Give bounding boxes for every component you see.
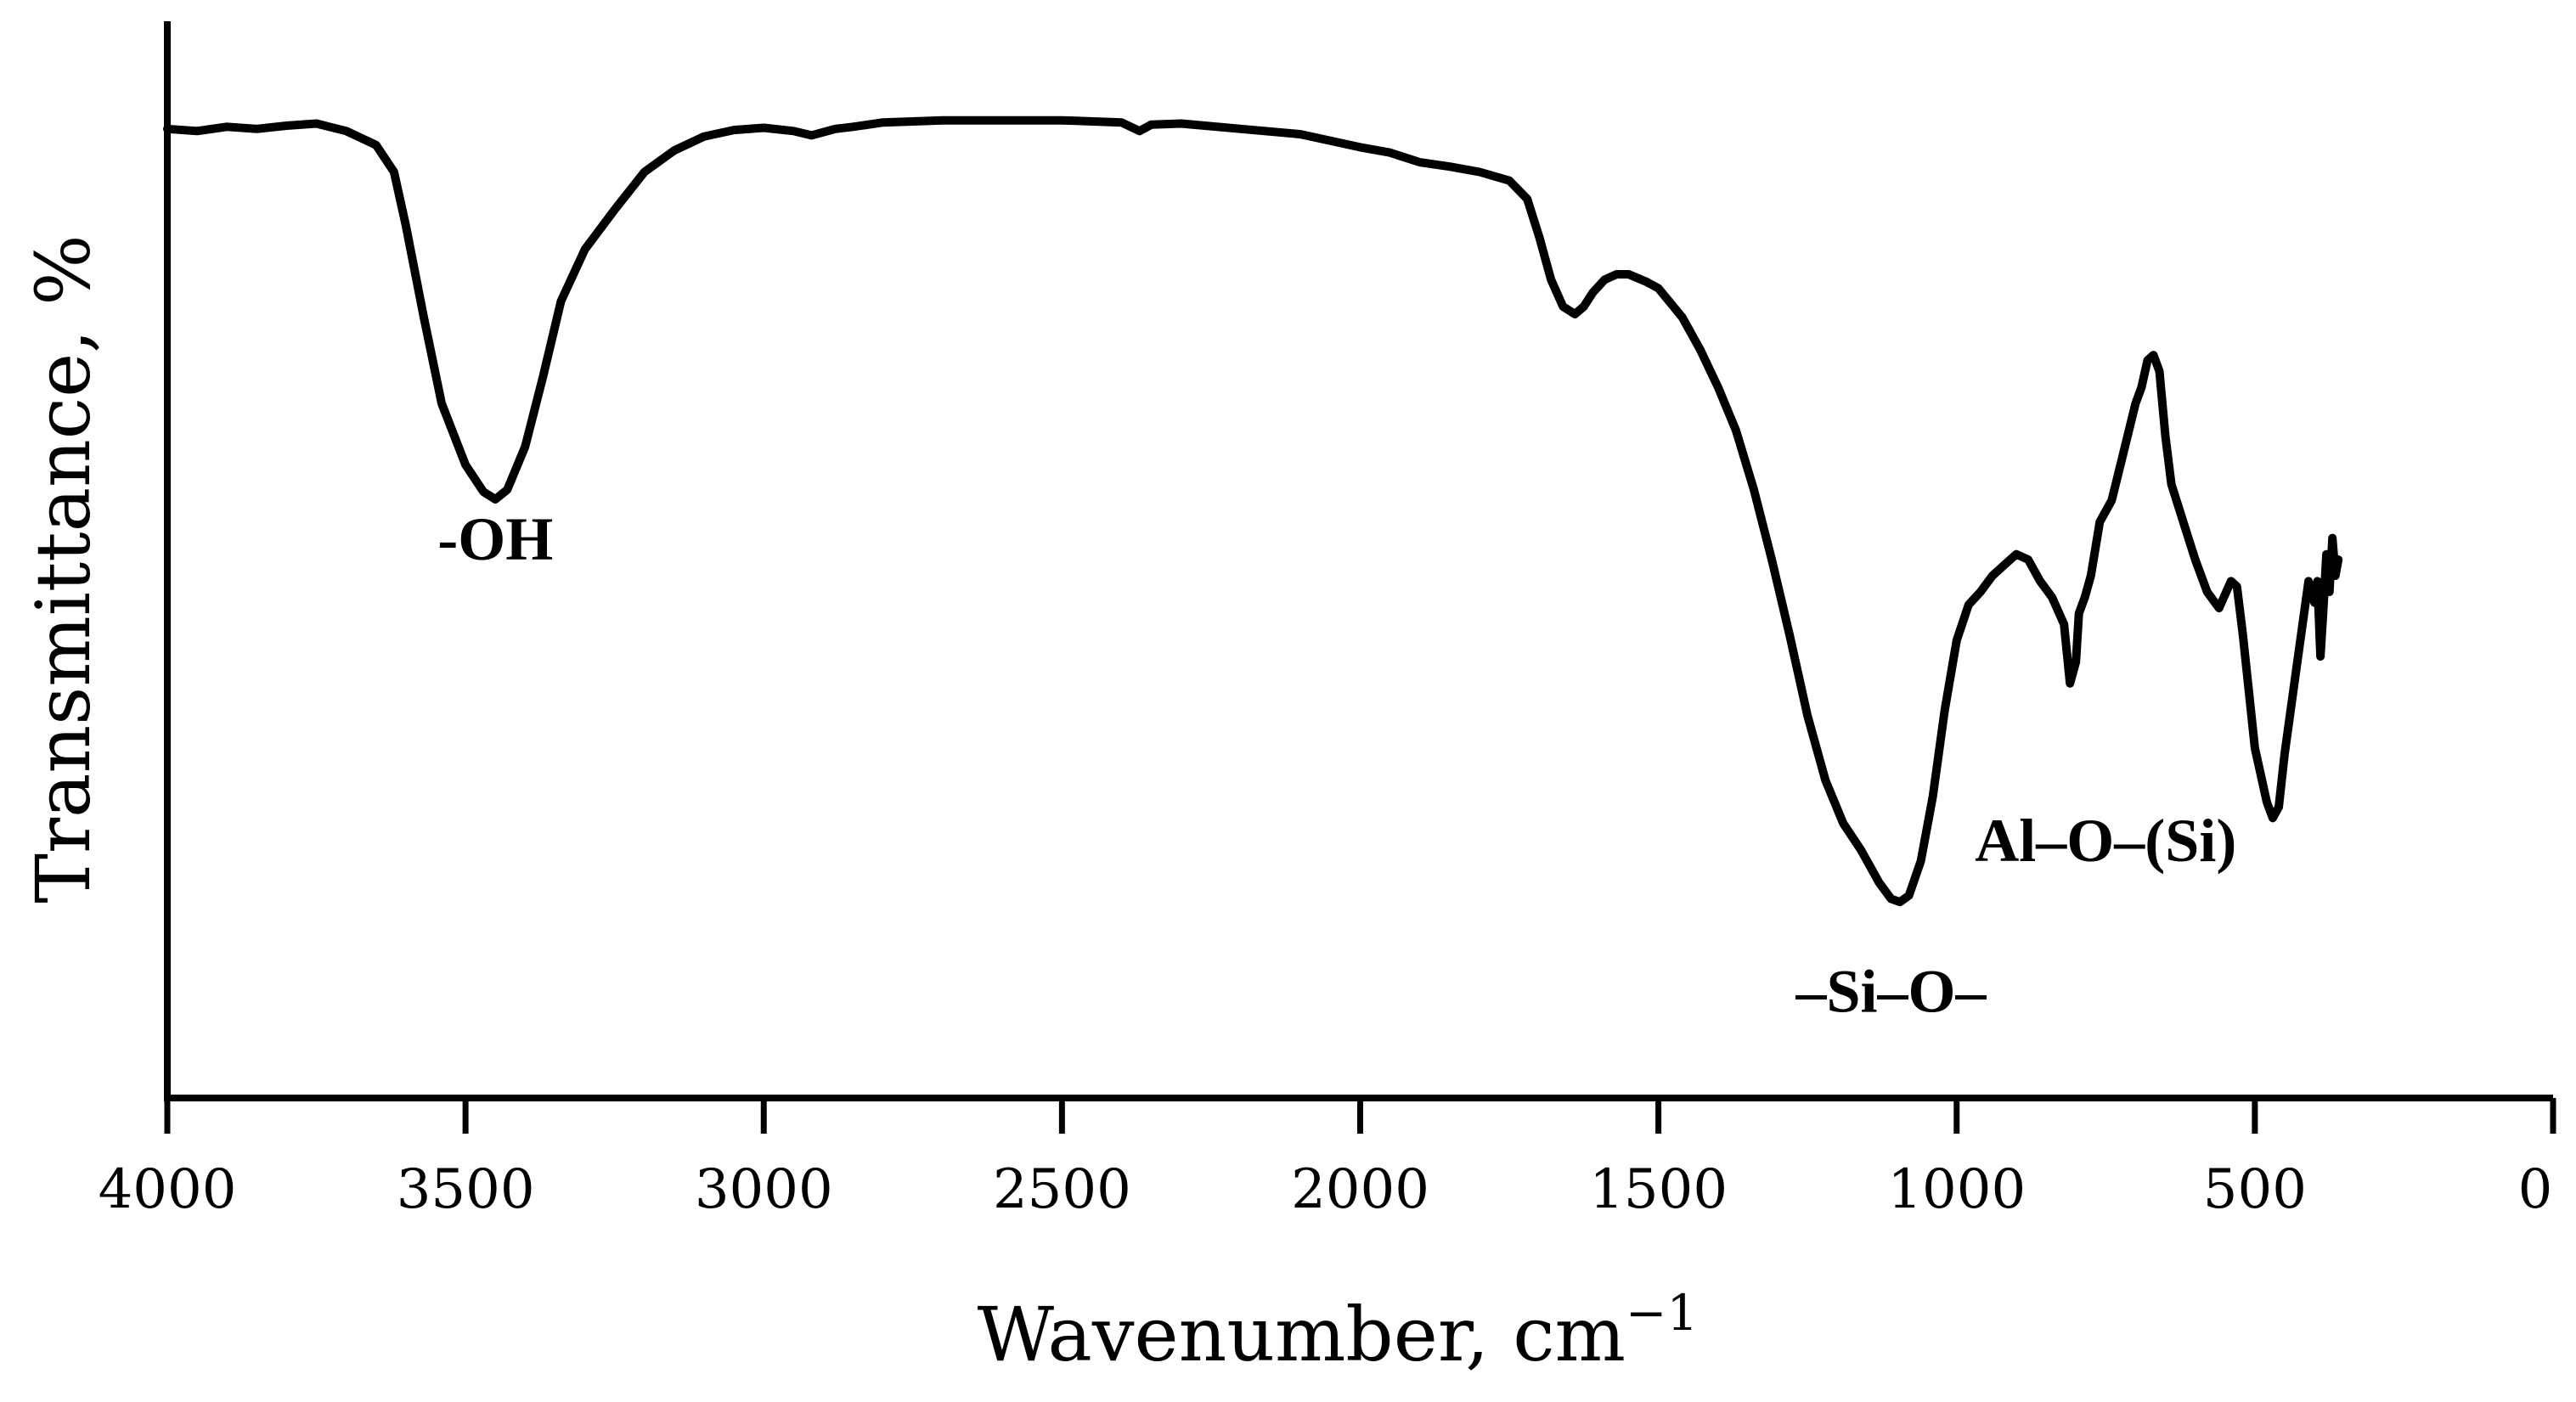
x-tick-label: 500 [2203,1158,2307,1221]
x-axis-title-text: Wavenumber, cm [978,1291,1626,1378]
x-tick-label: 3000 [695,1158,833,1221]
y-axis-title: Transmittance, % [20,234,107,903]
plot-area: 4000 3500 3000 2500 2000 1500 1000 500 0 -OH –Si–… [99,21,2556,1221]
x-tick-label: 4000 [99,1158,237,1221]
x-tick-label: 1500 [1589,1158,1728,1221]
x-axis-title-superscript: −1 [1626,1284,1699,1342]
peak-annotation: –Si–O– [1795,958,1987,1026]
x-ticks: 4000 3500 3000 2500 2000 1500 1000 500 0 [99,1098,2556,1221]
peak-annotation: Al–O–(Si) [1975,807,2236,875]
spectrum-line [163,115,2343,907]
x-tick-label: 2000 [1291,1158,1429,1221]
x-tick-label: 2500 [993,1158,1131,1221]
x-tick-label: 3500 [397,1158,535,1221]
x-axis-title: Wavenumber, cm−1 [978,1284,1699,1378]
peak-annotation: -OH [437,505,553,573]
x-tick-label: 0 [2518,1158,2553,1221]
x-tick-label: 1000 [1887,1158,2026,1221]
annotations: -OH –Si–O– Al–O–(Si) [437,505,2236,1026]
